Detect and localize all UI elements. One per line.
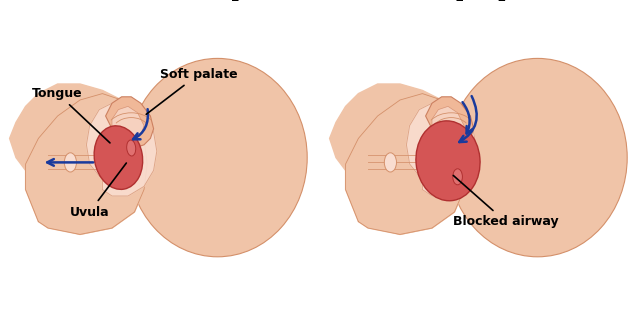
Polygon shape — [426, 97, 474, 148]
Ellipse shape — [453, 169, 463, 185]
Ellipse shape — [127, 140, 136, 156]
Ellipse shape — [384, 153, 396, 172]
Polygon shape — [406, 103, 477, 196]
Title: Sleep Apnea: Sleep Apnea — [401, 0, 559, 1]
Polygon shape — [86, 103, 157, 196]
Text: Blocked airway: Blocked airway — [452, 175, 559, 228]
Polygon shape — [106, 97, 154, 148]
Polygon shape — [346, 93, 467, 235]
Polygon shape — [330, 84, 467, 235]
Text: Soft palate: Soft palate — [146, 68, 237, 114]
Text: Tongue: Tongue — [32, 87, 110, 143]
Title: Normal Sleep: Normal Sleep — [73, 0, 247, 1]
Polygon shape — [112, 106, 144, 138]
Ellipse shape — [94, 126, 143, 189]
Ellipse shape — [128, 58, 307, 257]
Ellipse shape — [416, 121, 480, 201]
Polygon shape — [432, 106, 464, 138]
Polygon shape — [10, 84, 147, 235]
Ellipse shape — [65, 153, 77, 172]
Polygon shape — [26, 93, 147, 235]
Text: Uvula: Uvula — [70, 163, 126, 218]
Ellipse shape — [448, 58, 627, 257]
